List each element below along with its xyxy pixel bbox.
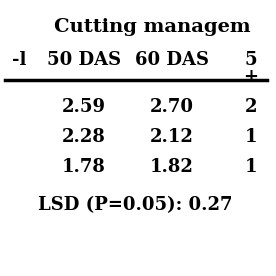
Text: 2: 2	[245, 98, 257, 116]
Text: LSD (P=0.05): 0.27: LSD (P=0.05): 0.27	[38, 196, 233, 214]
Text: 1: 1	[245, 158, 257, 176]
Text: 2.28: 2.28	[62, 128, 105, 146]
Text: 1: 1	[245, 128, 257, 146]
Text: 2.70: 2.70	[150, 98, 194, 116]
Text: 50 DAS: 50 DAS	[47, 51, 121, 69]
Text: 5: 5	[245, 51, 257, 69]
Text: 2.12: 2.12	[150, 128, 194, 146]
Text: +: +	[243, 68, 258, 86]
Text: -l: -l	[12, 51, 27, 69]
Text: 2.59: 2.59	[62, 98, 106, 116]
Text: 1.82: 1.82	[150, 158, 194, 176]
Text: 1.78: 1.78	[62, 158, 105, 176]
Text: Cutting managem: Cutting managem	[54, 18, 251, 36]
Text: 60 DAS: 60 DAS	[135, 51, 209, 69]
